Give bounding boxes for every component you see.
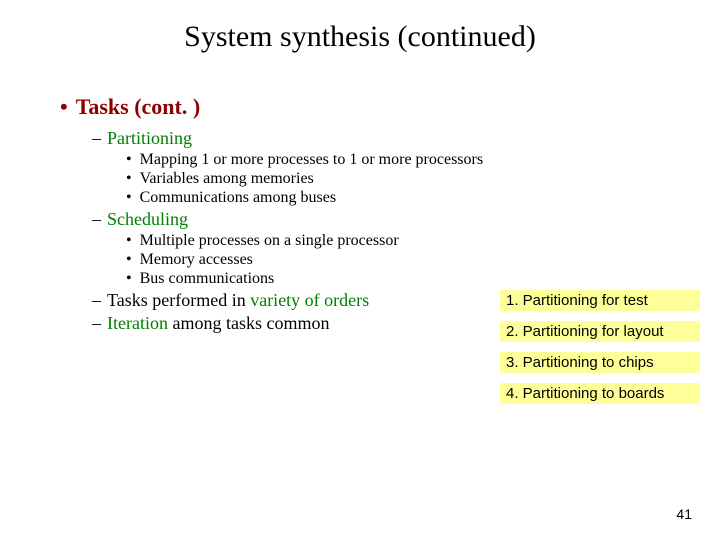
bullet-icon: • xyxy=(126,189,140,206)
level2-label: Scheduling xyxy=(107,209,188,229)
bullet-icon: • xyxy=(126,251,140,268)
level3-text: Mapping 1 or more processes to 1 or more… xyxy=(140,151,483,168)
bullet-icon: • xyxy=(60,94,76,119)
level3-item: •Bus communications xyxy=(30,270,690,288)
level3-item: •Memory accesses xyxy=(30,251,690,269)
bullet-icon: • xyxy=(126,170,140,187)
level3-text: Bus communications xyxy=(140,270,275,287)
callout-item: 4. Partitioning to boards xyxy=(500,383,700,404)
level3-text: Memory accesses xyxy=(140,251,253,268)
dash-icon: – xyxy=(92,209,107,229)
slide-title: System synthesis (continued) xyxy=(30,20,690,54)
level1-text: Tasks (cont. ) xyxy=(76,94,201,119)
dash-icon: – xyxy=(92,313,107,333)
level3-text: Variables among memories xyxy=(140,170,314,187)
level2-scheduling: –Scheduling xyxy=(30,209,690,230)
level2-partitioning: –Partitioning xyxy=(30,128,690,149)
level3-item: •Variables among memories xyxy=(30,170,690,188)
bullet-icon: • xyxy=(126,151,140,168)
level2-text-em: Iteration xyxy=(107,313,168,333)
dash-icon: – xyxy=(92,128,107,148)
level3-text: Multiple processes on a single processor xyxy=(140,232,399,249)
page-number: 41 xyxy=(676,506,692,522)
level2-label: Partitioning xyxy=(107,128,192,148)
level3-item: •Multiple processes on a single processo… xyxy=(30,232,690,250)
level3-item: •Communications among buses xyxy=(30,189,690,207)
callout-item: 3. Partitioning to chips xyxy=(500,352,700,373)
dash-icon: – xyxy=(92,290,107,310)
level1-item: •Tasks (cont. ) xyxy=(30,94,690,120)
callout-item: 1. Partitioning for test xyxy=(500,290,700,311)
level3-text: Communications among buses xyxy=(140,189,336,206)
bullet-icon: • xyxy=(126,270,140,287)
level2-text-em: variety of orders xyxy=(250,290,369,310)
level2-text-a: Tasks performed in xyxy=(107,290,250,310)
bullet-icon: • xyxy=(126,232,140,249)
callout-item: 2. Partitioning for layout xyxy=(500,321,700,342)
level2-text-b: among tasks common xyxy=(168,313,329,333)
level3-item: •Mapping 1 or more processes to 1 or mor… xyxy=(30,151,690,169)
slide: System synthesis (continued) •Tasks (con… xyxy=(0,0,720,540)
callout-box: 1. Partitioning for test 2. Partitioning… xyxy=(500,290,700,414)
